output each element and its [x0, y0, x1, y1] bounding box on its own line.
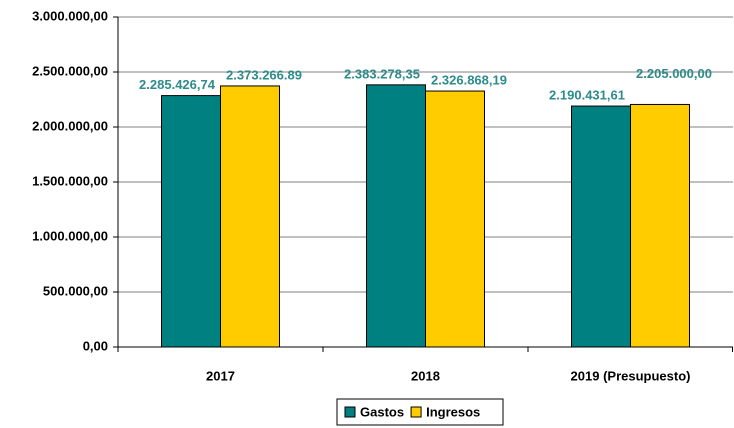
legend-label: Ingresos [426, 404, 480, 419]
y-tick-label: 1.000.000,00 [32, 228, 108, 243]
bar [220, 85, 280, 348]
y-tick-label: 1.500.000,00 [32, 173, 108, 188]
value-label: 2.383.278,35 [344, 66, 420, 81]
y-tick-label: 2.500.000,00 [32, 63, 108, 78]
bar [571, 105, 631, 348]
legend-swatch [410, 406, 422, 418]
y-tick-label: 500.000,00 [43, 283, 108, 298]
bar [630, 103, 690, 348]
y-tick-label: 0,00 [83, 338, 108, 353]
value-label: 2.205.000,00 [636, 66, 712, 81]
value-label: 2.373.266.89 [226, 67, 302, 82]
legend-swatch [344, 406, 356, 418]
y-tick-label: 3.000.000,00 [32, 8, 108, 23]
x-tick-label: 2017 [206, 368, 235, 383]
value-label: 2.190.431,61 [549, 87, 625, 102]
legend-label: Gastos [360, 404, 404, 419]
bar [161, 95, 221, 348]
bar [366, 84, 426, 348]
x-tick-label: 2019 (Presupuesto) [571, 368, 691, 383]
y-tick-label: 2.000.000,00 [32, 118, 108, 133]
bar [425, 90, 485, 348]
x-tick-label: 2018 [411, 368, 440, 383]
value-label: 2.285.426,74 [139, 77, 216, 92]
value-label: 2.326.868,19 [431, 72, 507, 87]
